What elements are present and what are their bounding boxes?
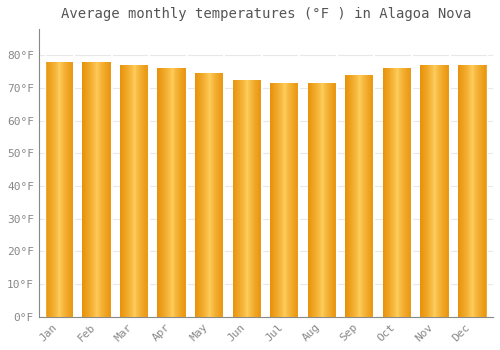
Title: Average monthly temperatures (°F ) in Alagoa Nova: Average monthly temperatures (°F ) in Al… xyxy=(60,7,471,21)
